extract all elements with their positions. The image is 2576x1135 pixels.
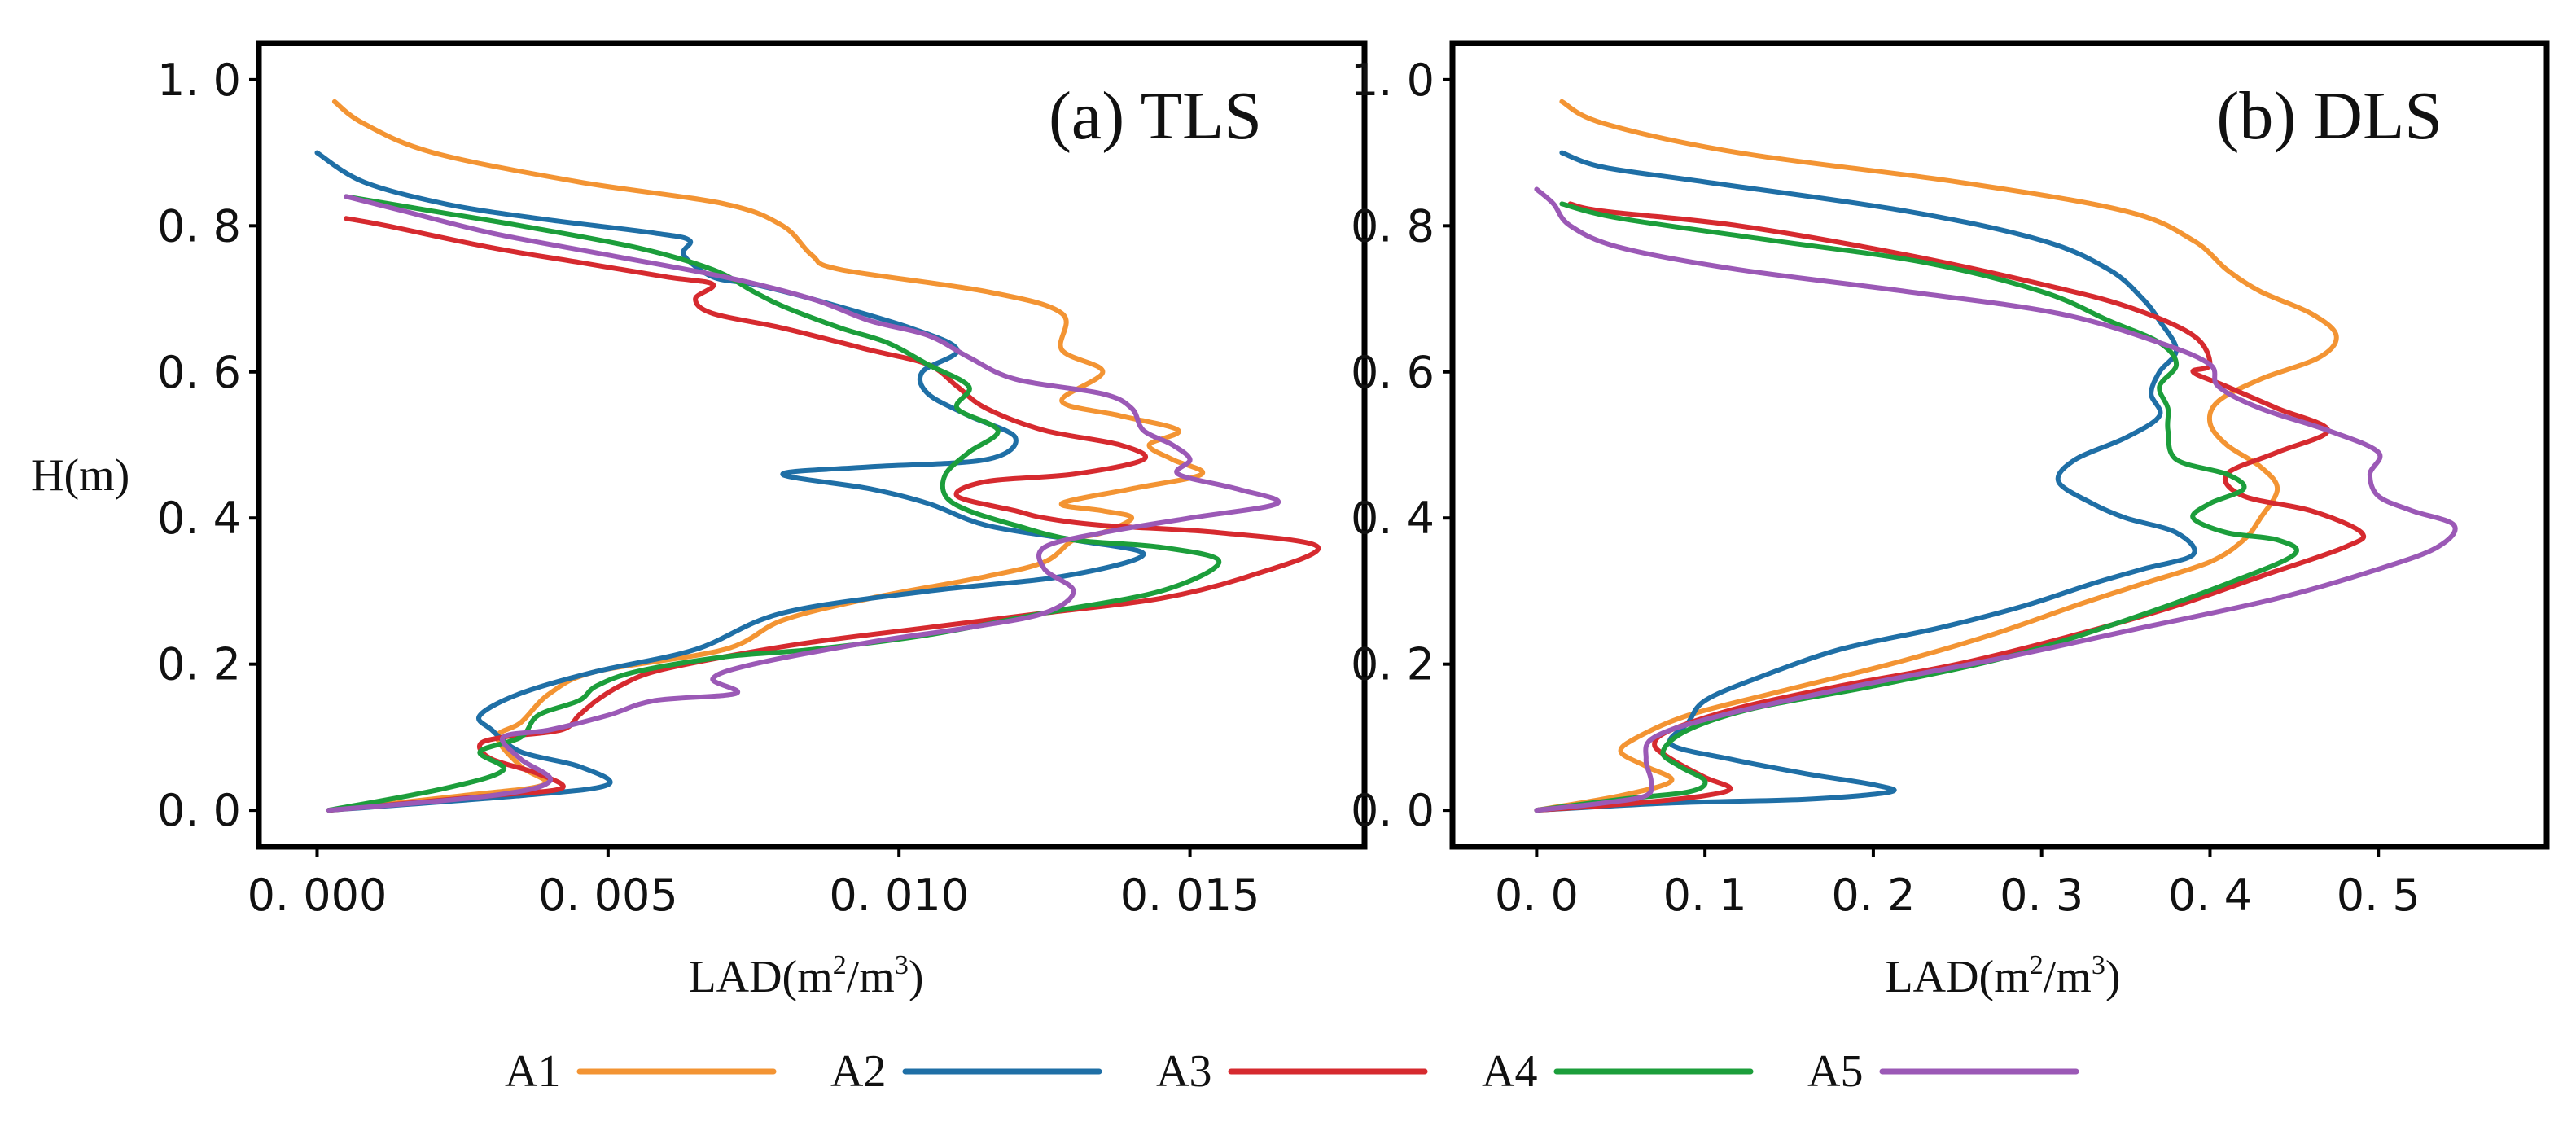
- y-tick-label: 1. 0: [1351, 55, 1435, 106]
- y-tick-label: 0. 2: [157, 639, 241, 690]
- panel-b-series: [1534, 99, 2458, 813]
- y-tick-label: 0. 6: [157, 347, 241, 398]
- series-line-a2: [1534, 150, 2197, 813]
- x-tick-label: 0. 5: [2337, 870, 2420, 921]
- x-tick-label: 0. 4: [2168, 870, 2252, 921]
- y-tick-label: 0. 8: [157, 200, 241, 252]
- panel-b-x-ticks: 0. 0 0. 1 0. 2 0. 3 0. 4 0. 5: [1495, 847, 2420, 921]
- y-tick-label: 0. 0: [157, 785, 241, 836]
- series-line-a1: [326, 99, 1206, 813]
- x-tick-label: 0. 015: [1120, 870, 1260, 921]
- series-line-a4: [1534, 201, 2299, 813]
- series-line-a5: [326, 194, 1281, 813]
- series-line-a5: [1534, 186, 2458, 813]
- panel-b-y-ticks: 0. 0 0. 2 0. 4 0. 6 0. 8 1. 0: [1351, 55, 1452, 836]
- panel-b-title: (b) DLS: [2216, 78, 2442, 154]
- series-line-a1: [1534, 99, 2339, 813]
- y-tick-label: 0. 8: [1351, 200, 1435, 252]
- panel-a-frame: [256, 40, 1368, 850]
- x-tick-label: 0. 2: [1831, 870, 1915, 921]
- legend: A1 A2 A3 A4 A5: [505, 1046, 2079, 1097]
- panel-a-y-ticks: 0. 0 0. 2 0. 4 0. 6 0. 8 1. 0: [157, 55, 259, 836]
- panel-a-tls: (a) TLS H(m) LAD(m2/m3) 0. 000 0. 005 0. 0…: [31, 40, 1368, 1002]
- x-tick-label: 0. 010: [829, 870, 969, 921]
- y-tick-label: 0. 4: [157, 493, 241, 544]
- y-axis-label: H(m): [31, 450, 129, 501]
- panel-b-x-axis-label: LAD(m2/m3): [1885, 950, 2120, 1002]
- x-tick-label: 0. 3: [2000, 870, 2083, 921]
- series-line-a3: [1534, 201, 2367, 813]
- legend-label-a4: A4: [1482, 1046, 1537, 1097]
- legend-label-a1: A1: [505, 1046, 560, 1097]
- legend-label-a3: A3: [1156, 1046, 1211, 1097]
- x-tick-label: 0. 005: [538, 870, 678, 921]
- panel-a-title: (a) TLS: [1049, 78, 1262, 154]
- panel-a-x-ticks: 0. 000 0. 005 0. 010 0. 015: [248, 847, 1260, 921]
- series-line-a2: [314, 150, 1146, 813]
- y-tick-label: 0. 2: [1351, 639, 1435, 690]
- y-tick-label: 1. 0: [157, 55, 241, 106]
- x-tick-label: 0. 000: [248, 870, 388, 921]
- x-tick-label: 0. 0: [1495, 870, 1579, 921]
- y-tick-label: 0. 6: [1351, 347, 1435, 398]
- y-tick-label: 0. 4: [1351, 493, 1435, 544]
- panel-b-frame: [1449, 40, 2550, 850]
- panel-a-x-axis-label: LAD(m2/m3): [688, 950, 923, 1002]
- legend-label-a5: A5: [1807, 1046, 1863, 1097]
- y-tick-label: 0. 0: [1351, 785, 1435, 836]
- x-tick-label: 0. 1: [1663, 870, 1747, 921]
- legend-label-a2: A2: [830, 1046, 886, 1097]
- panel-a-series: [314, 99, 1321, 813]
